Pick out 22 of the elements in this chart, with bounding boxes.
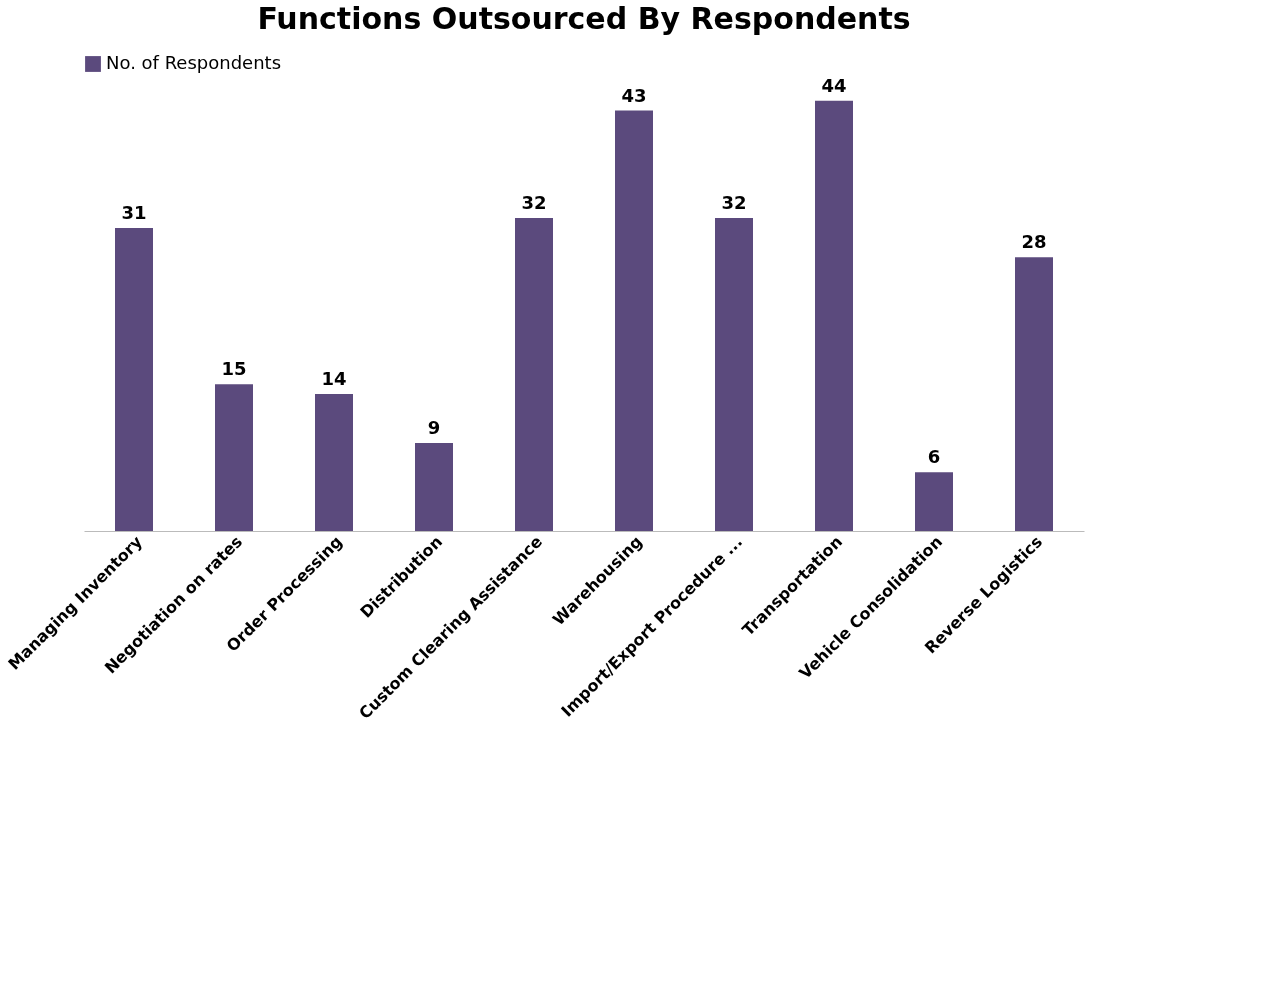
data-label: 9 [427, 417, 441, 438]
data-label: 14 [321, 368, 347, 390]
data-label: 15 [221, 358, 247, 380]
bar [1015, 257, 1053, 531]
data-label: 32 [721, 192, 747, 214]
data-label: 28 [1021, 231, 1047, 253]
data-label: 32 [521, 192, 547, 214]
bar [515, 218, 553, 531]
legend-label: No. of Respondents [106, 52, 282, 73]
bar [215, 384, 253, 531]
bar [415, 443, 453, 531]
bar [615, 110, 653, 531]
bar [315, 394, 353, 531]
bar [815, 100, 853, 531]
data-label: 31 [121, 201, 147, 223]
chart-title: Functions Outsourced By Respondents [257, 1, 911, 36]
data-label: 6 [927, 446, 941, 468]
bar [715, 218, 753, 531]
data-label: 43 [621, 84, 647, 106]
bar [115, 227, 153, 531]
bar [915, 472, 953, 531]
data-label: 44 [821, 74, 847, 96]
